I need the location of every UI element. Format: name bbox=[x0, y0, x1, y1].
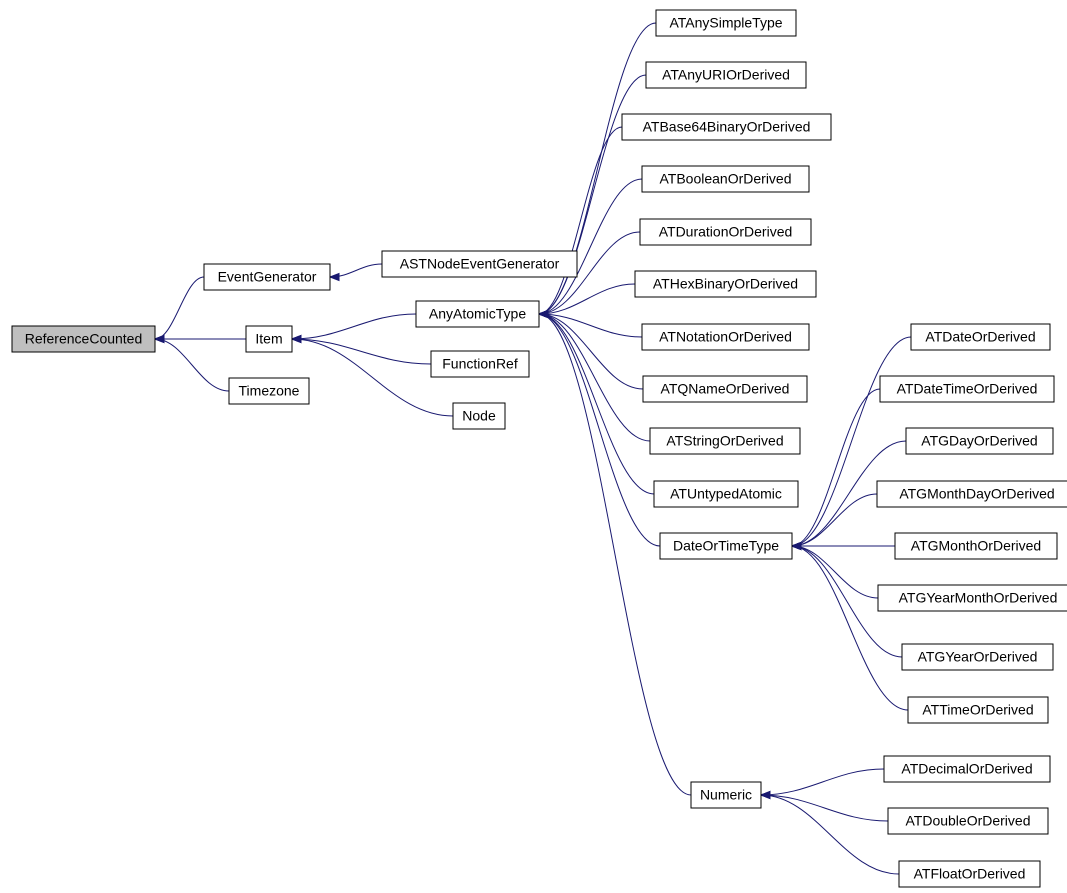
nodes-layer: ReferenceCounted EventGenerator Item Timezo… bbox=[12, 10, 1067, 887]
inheritance-graph: ReferenceCounted EventGenerator Item Timezo… bbox=[0, 0, 1067, 893]
class-node-ATBooleanOrDerived[interactable]: ATBooleanOrDerived bbox=[642, 166, 809, 192]
class-node-EventGenerator[interactable]: EventGenerator bbox=[204, 264, 330, 290]
edge bbox=[792, 337, 911, 546]
class-node-DateOrTimeType[interactable]: DateOrTimeType bbox=[660, 533, 792, 559]
class-node-ATGDayOrDerived[interactable]: ATGDayOrDerived bbox=[906, 428, 1053, 454]
class-node-ATHexBinaryOrDerived[interactable]: ATHexBinaryOrDerived bbox=[635, 271, 816, 297]
class-node-Numeric[interactable]: Numeric bbox=[691, 782, 761, 808]
edge bbox=[155, 339, 229, 391]
class-node-ATAnySimpleType[interactable]: ATAnySimpleType bbox=[656, 10, 796, 36]
class-node-FunctionRef[interactable]: FunctionRef bbox=[431, 351, 529, 377]
class-node-ATUntypedAtomic[interactable]: ATUntypedAtomic bbox=[654, 481, 798, 507]
class-node-ATStringOrDerived[interactable]: ATStringOrDerived bbox=[650, 428, 800, 454]
class-node-ATDoubleOrDerived[interactable]: ATDoubleOrDerived bbox=[888, 808, 1048, 834]
edge bbox=[539, 314, 650, 441]
class-node-ATDateTimeOrDerived[interactable]: ATDateTimeOrDerived bbox=[880, 376, 1054, 402]
edge bbox=[292, 339, 453, 416]
class-node-ATBase64BinaryOrDerived[interactable]: ATBase64BinaryOrDerived bbox=[622, 114, 831, 140]
class-node-ATDateOrDerived[interactable]: ATDateOrDerived bbox=[911, 324, 1050, 350]
class-node-ATGMonthOrDerived[interactable]: ATGMonthOrDerived bbox=[895, 533, 1057, 559]
edge bbox=[761, 795, 888, 821]
class-node-ATQNameOrDerived[interactable]: ATQNameOrDerived bbox=[643, 376, 807, 402]
class-node-ReferenceCounted[interactable]: ReferenceCounted bbox=[12, 326, 155, 352]
class-node-ATDecimalOrDerived[interactable]: ATDecimalOrDerived bbox=[884, 756, 1050, 782]
edge bbox=[292, 339, 431, 364]
class-node-AnyAtomicType[interactable]: AnyAtomicType bbox=[416, 301, 539, 327]
class-node-ATAnyURIOrDerived[interactable]: ATAnyURIOrDerived bbox=[646, 62, 806, 88]
edge bbox=[155, 277, 204, 339]
class-node-ATGMonthDayOrDerived[interactable]: ATGMonthDayOrDerived bbox=[877, 481, 1067, 507]
edge bbox=[292, 314, 416, 339]
class-node-ATDurationOrDerived[interactable]: ATDurationOrDerived bbox=[640, 219, 811, 245]
class-node-ATGYearOrDerived[interactable]: ATGYearOrDerived bbox=[902, 644, 1053, 670]
edge bbox=[539, 314, 654, 494]
class-node-ATFloatOrDerived[interactable]: ATFloatOrDerived bbox=[899, 861, 1040, 887]
edge bbox=[539, 284, 635, 314]
class-node-ATNotationOrDerived[interactable]: ATNotationOrDerived bbox=[642, 324, 809, 350]
class-node-ASTNodeEventGenerator[interactable]: ASTNodeEventGenerator bbox=[382, 251, 577, 277]
edge bbox=[539, 127, 622, 314]
class-node-ATTimeOrDerived[interactable]: ATTimeOrDerived bbox=[908, 697, 1048, 723]
edge bbox=[792, 546, 908, 710]
class-node-ATGYearMonthOrDerived[interactable]: ATGYearMonthOrDerived bbox=[878, 585, 1067, 611]
class-node-Item[interactable]: Item bbox=[246, 326, 292, 352]
class-node-Timezone[interactable]: Timezone bbox=[229, 378, 309, 404]
edge bbox=[792, 546, 878, 598]
class-node-Node[interactable]: Node bbox=[453, 403, 505, 429]
edge bbox=[761, 795, 899, 874]
edge bbox=[761, 769, 884, 795]
edge bbox=[539, 179, 642, 314]
edge bbox=[539, 75, 646, 314]
